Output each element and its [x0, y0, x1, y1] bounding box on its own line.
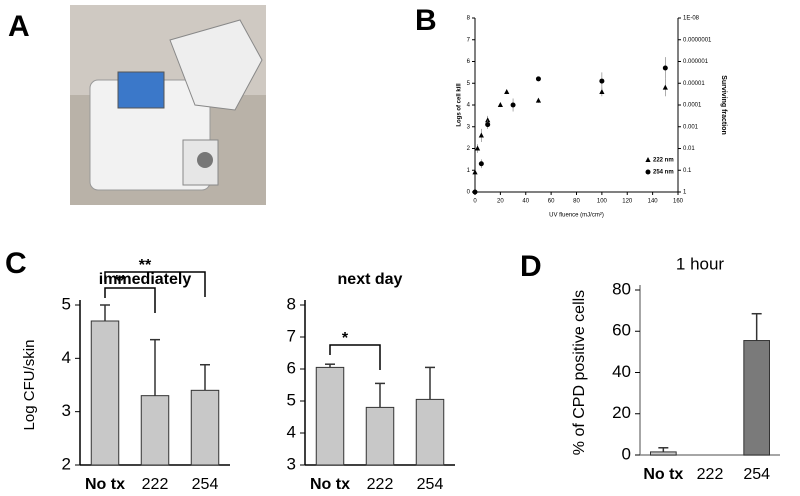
y2-tick-label: 0.0000001	[683, 37, 712, 43]
chart-title: 1 hour	[676, 254, 725, 273]
point	[535, 76, 541, 82]
point	[599, 78, 605, 84]
y-axis-label: % of CPD positive cells	[571, 290, 588, 455]
x-tick-label: 222	[142, 476, 169, 493]
chart-title: immediately	[99, 271, 192, 288]
point	[474, 145, 481, 151]
point	[485, 117, 491, 123]
y-tick-label: 0	[622, 444, 631, 463]
x-tick-label: 40	[522, 199, 529, 205]
y-tick-label: 3	[287, 454, 296, 473]
legend-marker	[645, 169, 651, 175]
y-tick-label: 4	[287, 422, 296, 441]
significance-bracket	[104, 271, 206, 297]
x-tick-label: 20	[497, 199, 504, 205]
point	[510, 102, 516, 108]
point	[497, 102, 503, 107]
y-tick-label: 3	[62, 401, 71, 420]
x-tick-label: 60	[548, 199, 555, 205]
x-tick-label: 0	[473, 199, 477, 205]
x-tick-label: 254	[192, 476, 219, 493]
y2-tick-label: 1E-08	[683, 16, 700, 22]
y2-tick-label: 0.0001	[683, 103, 702, 109]
x-axis-label: UV fluence (mJ/cm²)	[549, 213, 604, 219]
bar	[743, 340, 770, 456]
point	[485, 122, 491, 128]
x-tick-label: 222	[697, 466, 724, 483]
y-tick-label: 1	[467, 168, 471, 174]
y-tick-label: 2	[62, 454, 71, 473]
bar	[415, 398, 445, 466]
significance-bracket	[329, 344, 381, 370]
y-tick-label: 60	[612, 321, 631, 340]
panel-label: D	[520, 250, 542, 283]
x-tick-label: 100	[597, 199, 608, 205]
y2-tick-label: 0.1	[683, 168, 692, 174]
y-axis-label: Logs of cell kill	[457, 83, 463, 127]
y-tick-label: 0	[467, 190, 471, 196]
y-tick-label: 5	[467, 81, 471, 87]
bar	[315, 366, 345, 466]
y-tick-label: 6	[467, 59, 471, 65]
y2-axis-label: Surviving fraction	[720, 75, 727, 135]
point	[504, 88, 510, 94]
point	[478, 161, 484, 167]
chart-title: next day	[338, 271, 403, 288]
point	[472, 169, 478, 175]
y2-tick-label: 0.000001	[683, 59, 709, 65]
y-tick-label: 5	[62, 294, 71, 313]
y-tick-label: 80	[612, 279, 631, 298]
bar	[365, 406, 395, 466]
significance-label: **	[139, 257, 152, 274]
device-photo	[70, 5, 266, 205]
y-tick-label: 8	[467, 16, 471, 22]
point	[599, 88, 605, 94]
x-tick-label: 222	[367, 476, 394, 493]
y-tick-label: 7	[467, 37, 471, 43]
y-tick-label: 8	[287, 294, 296, 313]
y-tick-label: 3	[467, 124, 471, 130]
y-tick-label: 5	[287, 390, 296, 409]
y-tick-label: 4	[467, 103, 471, 109]
y2-tick-label: 0.00001	[683, 81, 705, 87]
x-tick-label: 120	[622, 199, 633, 205]
x-tick-label: 160	[673, 199, 684, 205]
point	[472, 189, 478, 195]
y2-tick-label: 1	[683, 190, 687, 196]
x-tick-label: 80	[573, 199, 580, 205]
legend-label: 222 nm	[653, 158, 674, 164]
bar	[140, 395, 170, 466]
y-tick-label: 40	[612, 362, 631, 381]
y-tick-label: 2	[467, 146, 471, 152]
panel-label: A	[8, 10, 30, 43]
y2-tick-label: 0.001	[683, 124, 699, 130]
significance-label: *	[342, 330, 349, 347]
legend-label: 254 nm	[653, 170, 674, 176]
panel-label: C	[5, 247, 27, 280]
x-tick-label: 254	[417, 476, 444, 493]
x-tick-label: No tx	[310, 476, 350, 493]
y2-tick-label: 0.01	[683, 146, 695, 152]
x-tick-label: No tx	[85, 476, 125, 493]
y-tick-label: 7	[287, 326, 296, 345]
y-tick-label: 4	[62, 348, 71, 367]
point	[662, 84, 668, 90]
y-axis-label: Log CFU/skin	[21, 340, 38, 431]
x-tick-label: 254	[743, 466, 770, 483]
legend-marker	[645, 157, 651, 162]
x-tick-label: 140	[648, 199, 659, 205]
bar	[650, 451, 677, 456]
significance-bracket	[104, 287, 156, 313]
panel-label: B	[415, 4, 437, 37]
significance-label: **	[114, 273, 127, 290]
point	[535, 97, 542, 103]
y-tick-label: 20	[612, 403, 631, 422]
y-tick-label: 6	[287, 358, 296, 377]
point	[662, 65, 668, 71]
point	[478, 132, 484, 138]
bar	[190, 389, 220, 466]
bar	[90, 320, 120, 466]
x-tick-label: No tx	[643, 466, 683, 483]
